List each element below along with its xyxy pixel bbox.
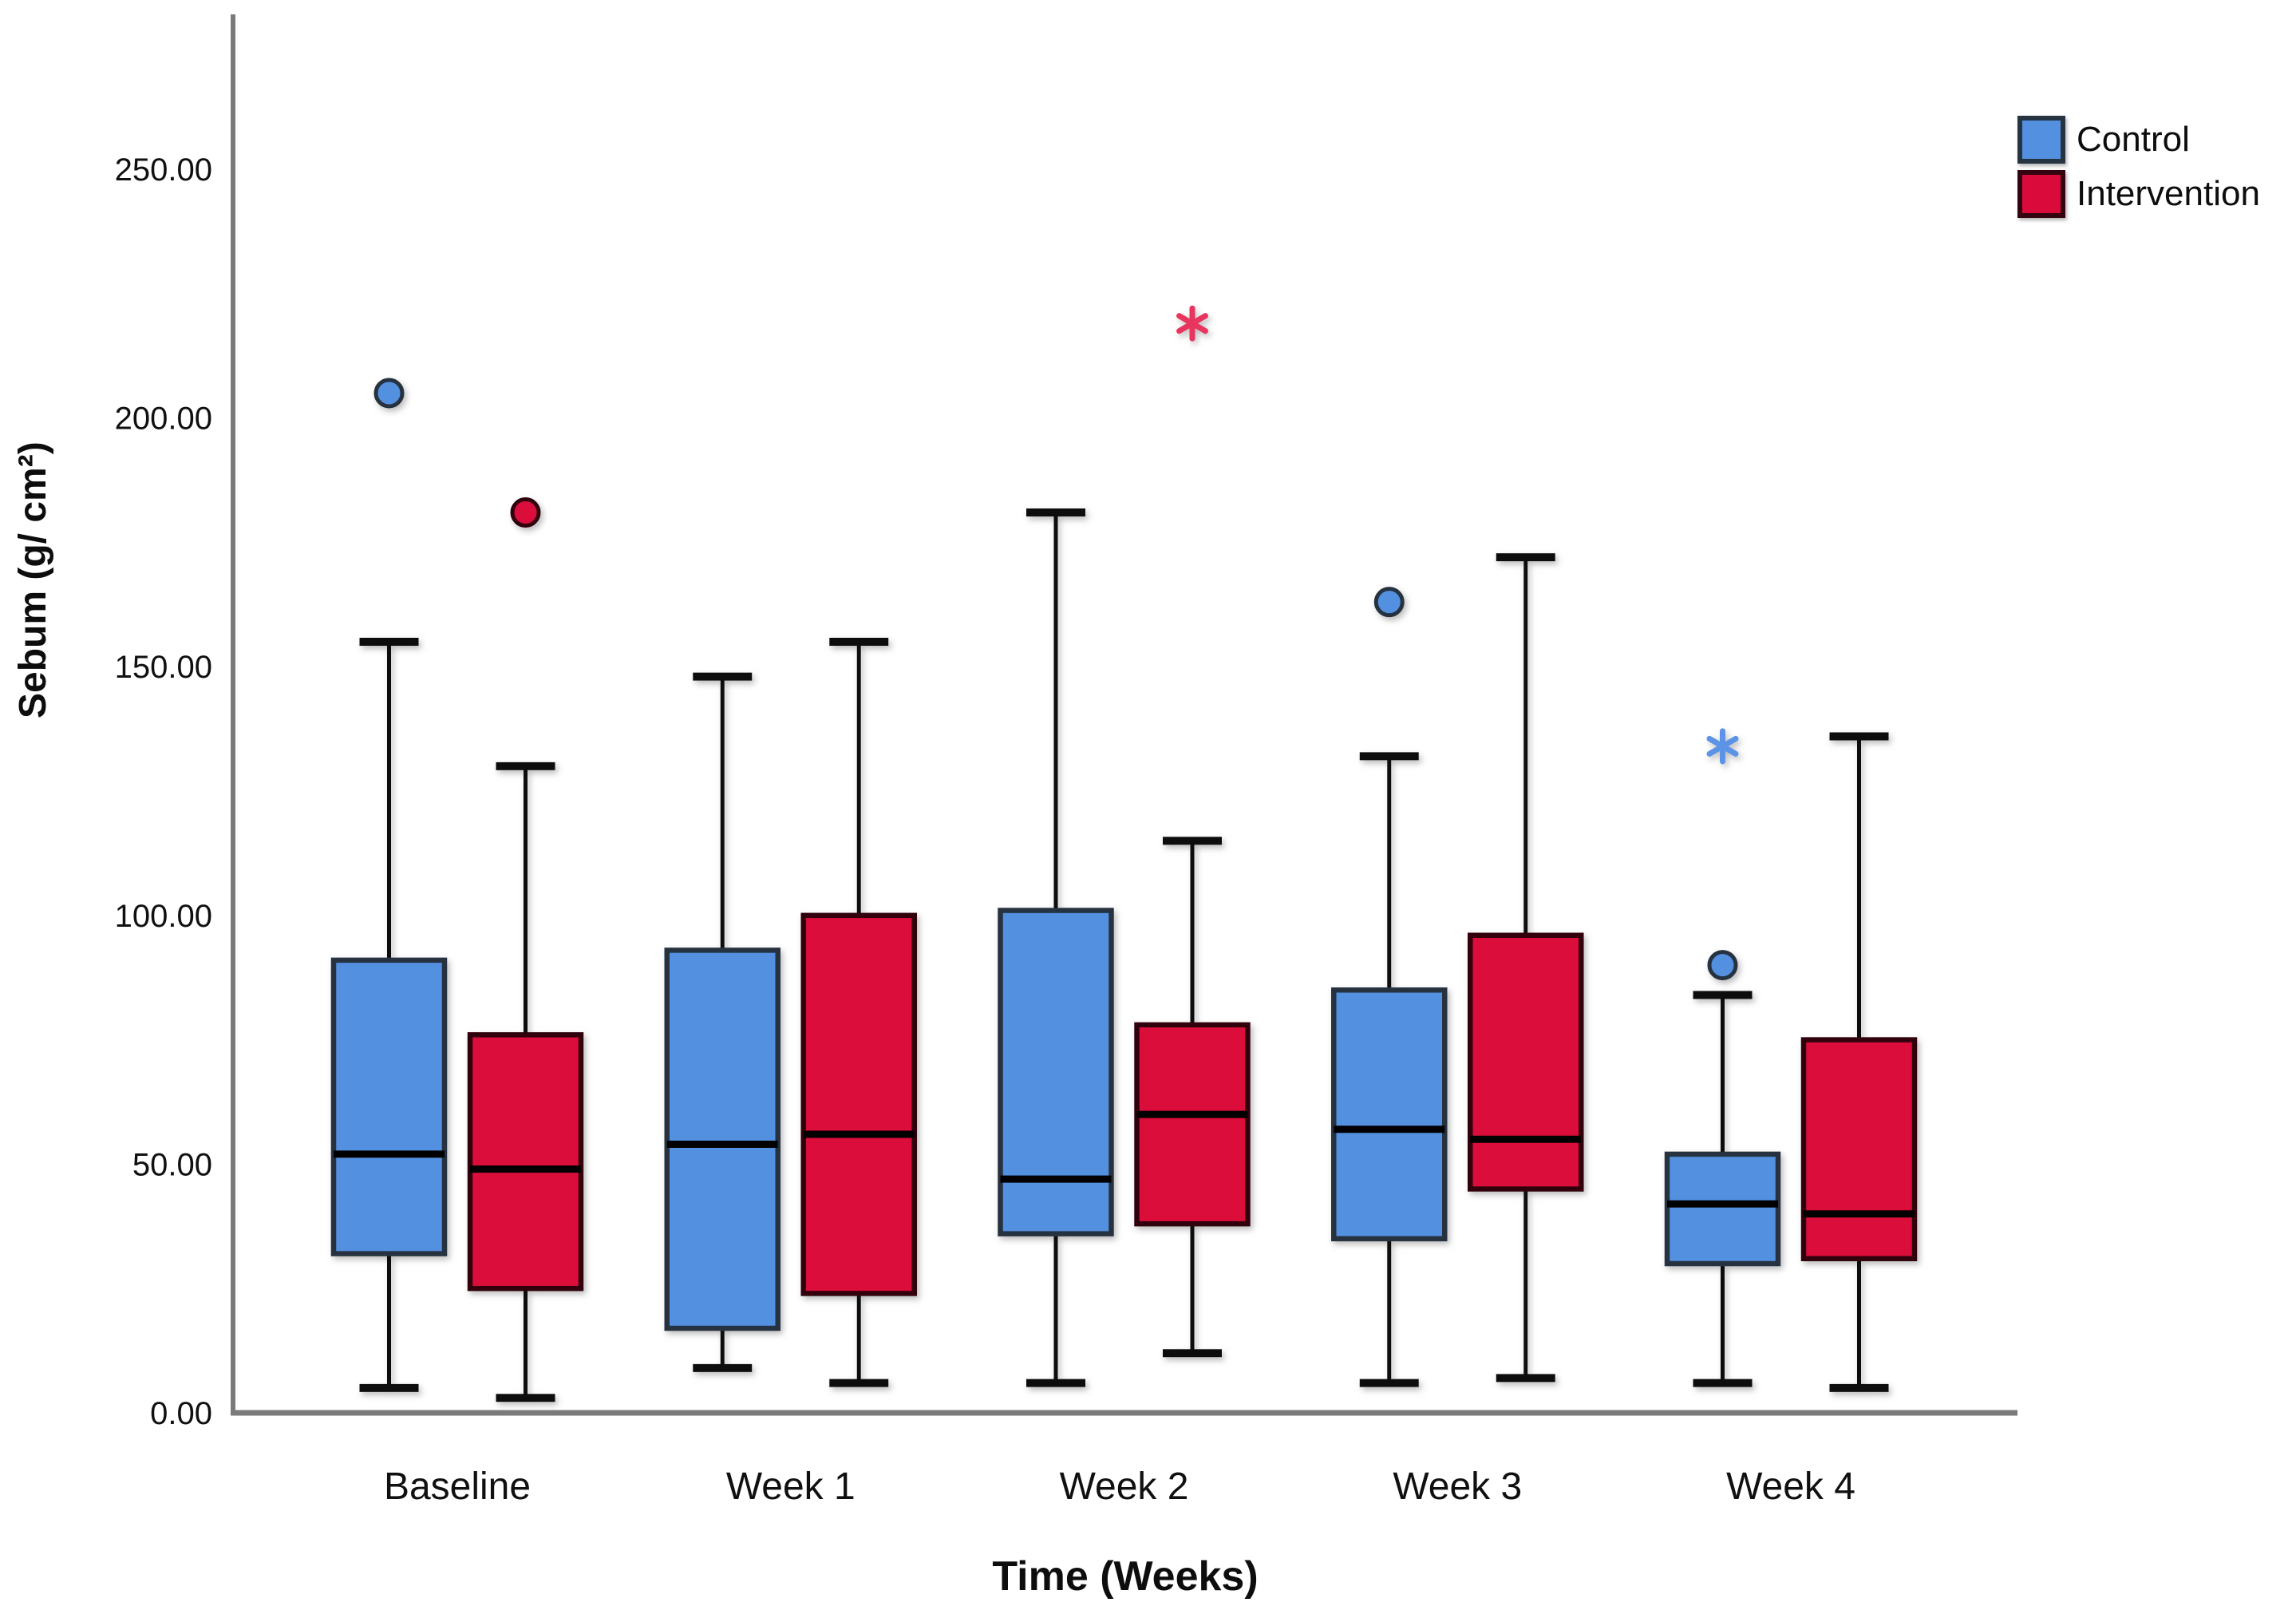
x-category-label: Baseline: [384, 1466, 531, 1508]
box-group-intervention-week1: [800, 638, 917, 1387]
x-category-label: Week 2: [1060, 1466, 1189, 1508]
outlier-circle: [373, 378, 405, 409]
iqr-box: [1134, 1022, 1251, 1227]
outlier-star: [1176, 313, 1208, 334]
legend-label-control: Control: [2077, 120, 2190, 159]
y-tick-label: 0.00: [150, 1396, 212, 1431]
box-group-control-week3: [1331, 587, 1448, 1387]
iqr-box: [664, 947, 780, 1331]
legend: Control Intervention: [2017, 115, 2260, 219]
legend-label-intervention: Intervention: [2077, 174, 2260, 213]
box-group-control-week2: [998, 508, 1114, 1387]
box-group-intervention-week2: [1134, 305, 1251, 1358]
legend-item-intervention: Intervention: [2017, 169, 2260, 219]
outlier-circle: [1707, 950, 1738, 981]
x-category-label: Week 4: [1726, 1466, 1855, 1508]
box-group-intervention-week4: [1800, 732, 1918, 1392]
y-tick-label: 50.00: [132, 1147, 212, 1182]
x-category-label: Week 1: [726, 1466, 856, 1508]
iqr-box: [330, 957, 448, 1256]
iqr-box: [1468, 932, 1584, 1192]
intervention-swatch-icon: [2017, 170, 2065, 218]
y-tick-label: 250.00: [115, 152, 212, 188]
outlier-circle: [1373, 587, 1405, 618]
legend-item-control: Control: [2017, 115, 2260, 164]
outlier-star: [1706, 735, 1739, 757]
iqr-box: [1800, 1037, 1918, 1262]
iqr-box: [998, 908, 1114, 1236]
outlier-circle: [510, 497, 541, 528]
box-group-control-week1: [664, 672, 780, 1372]
iqr-box: [1664, 1151, 1781, 1267]
x-axis-title: Time (Weeks): [992, 1553, 1259, 1600]
y-tick-label: 200.00: [115, 402, 212, 437]
iqr-box: [467, 1032, 584, 1292]
y-tick-label: 100.00: [115, 899, 212, 934]
x-category-label: Week 3: [1393, 1466, 1522, 1508]
iqr-box: [800, 912, 917, 1296]
y-tick-label: 150.00: [115, 650, 212, 685]
control-swatch-icon: [2017, 116, 2065, 164]
box-group-control-baseline: [330, 378, 448, 1392]
box-group-control-week4: [1664, 728, 1781, 1387]
y-axis-title: Sebum (g/ cm²): [12, 441, 54, 718]
box-group-intervention-baseline: [467, 497, 584, 1402]
iqr-box: [1331, 987, 1448, 1242]
box-group-intervention-week3: [1468, 553, 1584, 1383]
